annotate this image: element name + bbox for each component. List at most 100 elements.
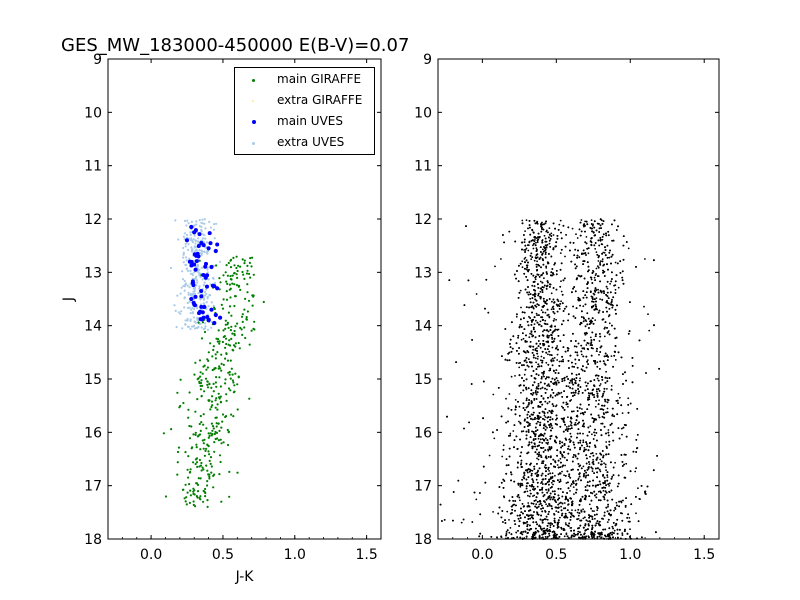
extra-uves-point — [203, 222, 206, 225]
field-star-point — [537, 374, 540, 377]
main-giraffe-point — [239, 265, 242, 268]
field-star-point — [542, 446, 545, 449]
main-giraffe-point — [162, 432, 165, 435]
main-giraffe-point — [206, 505, 209, 508]
extra-uves-point — [200, 252, 203, 255]
field-star-point — [528, 336, 531, 339]
main-giraffe-point — [194, 431, 197, 434]
extra-uves-point — [193, 292, 196, 295]
extra-uves-point — [206, 268, 209, 271]
field-star-point — [582, 305, 585, 308]
extra-uves-point — [213, 223, 216, 226]
field-star-point — [527, 502, 530, 504]
extra-uves-point — [215, 222, 218, 225]
x-axis-label: J-K — [235, 569, 255, 585]
field-star-point — [587, 252, 590, 255]
main-giraffe-point — [219, 438, 222, 441]
field-star-point — [582, 432, 584, 435]
field-star-point — [589, 425, 592, 427]
extra-uves-point — [181, 327, 184, 330]
field-star-point — [549, 395, 552, 398]
main-giraffe-point — [234, 345, 237, 348]
main-giraffe-point — [207, 432, 210, 435]
y-tick-label: 16 — [414, 425, 432, 441]
field-star-point — [590, 342, 592, 345]
field-star-point — [519, 485, 522, 488]
field-star-point — [561, 405, 563, 408]
field-star-point — [539, 416, 542, 419]
main-giraffe-point — [215, 385, 218, 388]
field-star-point — [518, 366, 521, 369]
field-star-point — [521, 260, 524, 263]
main-giraffe-point — [245, 316, 248, 319]
field-star-point — [547, 468, 549, 471]
field-star-point — [603, 251, 606, 254]
main-giraffe-point — [179, 378, 182, 381]
extra-uves-point — [184, 283, 187, 286]
main-giraffe-point — [204, 491, 207, 495]
main-giraffe-point — [199, 388, 202, 391]
main-giraffe-point — [246, 264, 249, 267]
y-tick-label: 9 — [423, 52, 432, 68]
main-giraffe-point — [225, 393, 228, 396]
main-giraffe-point — [231, 282, 234, 285]
field-star-point — [550, 308, 553, 311]
main-giraffe-point — [211, 433, 214, 436]
main-uves-point — [189, 259, 194, 264]
main-giraffe-point — [243, 277, 246, 280]
main-giraffe-point — [209, 456, 213, 459]
field-star-point — [530, 258, 533, 261]
main-giraffe-point — [218, 429, 221, 432]
field-star-point — [520, 306, 522, 309]
field-star-point — [553, 357, 556, 359]
field-star-point — [535, 478, 538, 481]
field-star-point — [569, 432, 572, 435]
extra-uves-point — [191, 273, 194, 277]
main-giraffe-point — [212, 348, 215, 352]
main-giraffe-point — [206, 443, 209, 446]
y-tick-label: 14 — [414, 319, 432, 335]
field-star-point — [557, 503, 559, 506]
main-giraffe-point — [200, 421, 203, 424]
main-giraffe-point — [217, 422, 220, 425]
main-giraffe-point — [206, 469, 209, 472]
extra-uves-point — [173, 304, 176, 307]
field-star-point — [545, 503, 547, 506]
field-star-point — [567, 405, 569, 408]
field-star-point — [575, 233, 577, 236]
main-giraffe-point — [253, 320, 256, 323]
field-star-point — [518, 420, 520, 423]
extra-uves-point — [193, 308, 196, 311]
extra-uves-point — [210, 301, 213, 304]
field-star-point — [533, 494, 536, 497]
field-star-point — [535, 503, 538, 506]
field-star-point — [518, 405, 521, 408]
field-star-point — [460, 521, 463, 524]
main-giraffe-point — [190, 447, 193, 450]
extra-uves-point — [200, 230, 203, 233]
field-star-point — [524, 230, 526, 233]
extra-uves-point — [180, 286, 183, 289]
main-giraffe-point — [176, 450, 180, 454]
main-giraffe-point — [207, 450, 210, 453]
field-star-point — [584, 225, 587, 227]
field-star-point — [546, 518, 549, 521]
main-giraffe-point — [219, 460, 222, 464]
main-giraffe-point — [206, 380, 209, 383]
field-star-point — [610, 355, 613, 357]
y-tick-label: 11 — [414, 159, 432, 175]
main-giraffe-point — [196, 378, 199, 381]
extra-uves-point — [194, 239, 197, 242]
main-giraffe-point — [227, 326, 230, 329]
main-giraffe-point — [219, 395, 222, 398]
field-star-point — [525, 406, 528, 409]
main-giraffe-point — [238, 284, 241, 287]
field-star-point — [606, 388, 608, 390]
field-star-point — [534, 357, 537, 360]
main-giraffe-point — [241, 313, 244, 316]
main-giraffe-point — [219, 385, 222, 388]
main-giraffe-point — [220, 426, 223, 429]
main-uves-point — [193, 294, 198, 299]
main-giraffe-point — [211, 404, 214, 407]
field-star-point — [582, 465, 585, 468]
